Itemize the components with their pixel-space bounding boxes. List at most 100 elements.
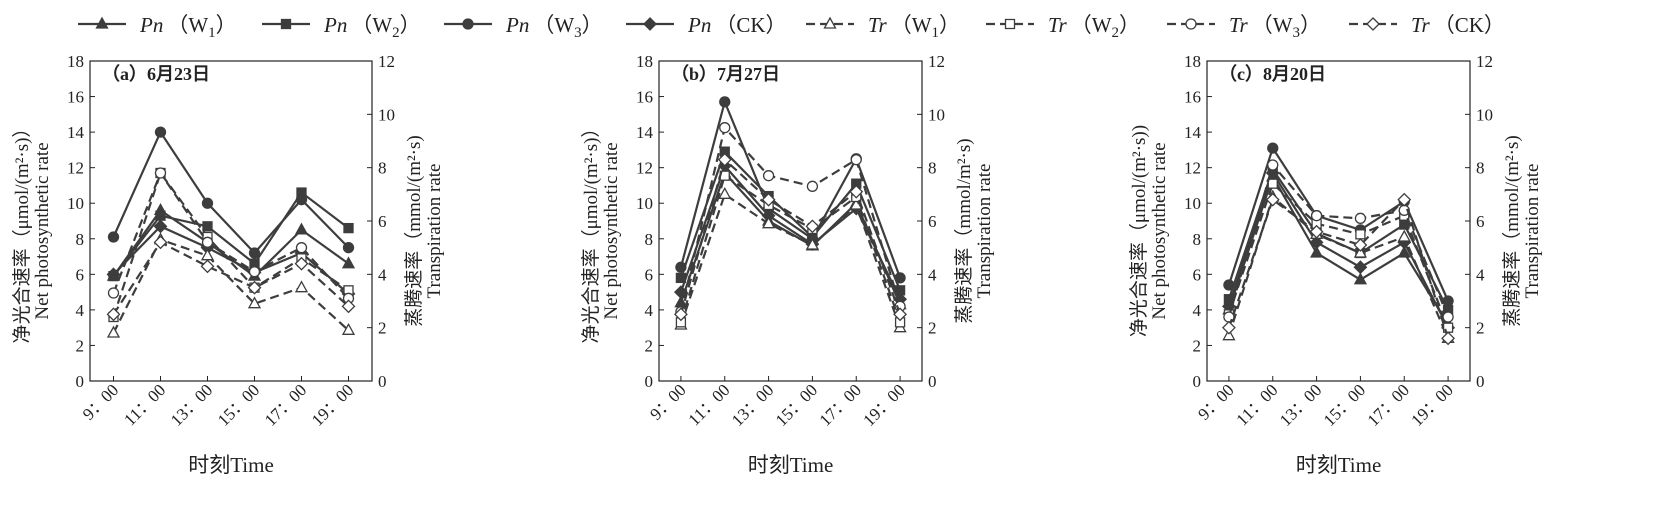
x-tick-label: 9：00 bbox=[79, 380, 122, 423]
data-point bbox=[200, 248, 215, 261]
y-tick-label: 8 bbox=[76, 230, 85, 249]
data-point bbox=[107, 231, 120, 243]
legend-var: Pn bbox=[687, 13, 711, 37]
x-tick-label: 17：00 bbox=[261, 380, 310, 429]
legend-item: Tr （W2） bbox=[986, 13, 1140, 41]
legend-label: Pn （CK） bbox=[687, 13, 787, 37]
data-point bbox=[107, 287, 120, 299]
data-point bbox=[341, 256, 356, 269]
data-point bbox=[201, 236, 214, 248]
legend: Pn （W1） Pn （W2） Pn （W3） Pn （CK） Tr （W1） Tr （W2） Tr （W… bbox=[78, 13, 1505, 41]
legend-paren-open: （ bbox=[167, 13, 188, 37]
data-point bbox=[106, 325, 121, 338]
data-point bbox=[1310, 210, 1323, 222]
series bbox=[675, 96, 906, 284]
legend-label: Tr （W1） bbox=[868, 13, 960, 41]
series bbox=[107, 126, 355, 259]
y2-axis-label-cn: 蒸腾速率（mmol/(m²·s) bbox=[1501, 135, 1523, 326]
legend-var: Tr bbox=[868, 13, 888, 37]
y-tick-label: 18 bbox=[636, 52, 653, 71]
legend-paren-open: （ bbox=[351, 13, 372, 37]
legend-paren-close: ） bbox=[216, 13, 237, 37]
legend-marker bbox=[280, 18, 292, 30]
series-line bbox=[679, 98, 902, 279]
series-line bbox=[112, 129, 350, 255]
legend-paren-close: ） bbox=[939, 13, 960, 37]
y2-tick-label: 8 bbox=[1476, 159, 1485, 178]
y2-tick-label: 12 bbox=[1476, 52, 1493, 71]
y2-axis-label-cn: 蒸腾速率（mmol/m²·s) bbox=[953, 138, 975, 323]
legend-group: W bbox=[1273, 13, 1293, 37]
data-point bbox=[1353, 238, 1368, 252]
data-point bbox=[1265, 192, 1280, 207]
data-point bbox=[805, 219, 820, 234]
y2-tick-label: 2 bbox=[378, 319, 387, 338]
legend-var: Tr bbox=[1229, 13, 1249, 37]
y-tick-label: 10 bbox=[636, 194, 653, 213]
legend-marker bbox=[643, 17, 657, 31]
data-point bbox=[294, 280, 309, 293]
data-point bbox=[1441, 331, 1456, 346]
data-point bbox=[761, 216, 776, 229]
data-point bbox=[201, 197, 214, 209]
data-point bbox=[247, 296, 262, 309]
x-tick-label: 11：00 bbox=[120, 380, 169, 429]
legend-item: Pn （CK） bbox=[626, 13, 787, 37]
data-point bbox=[342, 242, 355, 254]
y-tick-label: 12 bbox=[67, 159, 84, 178]
series-line bbox=[112, 170, 350, 318]
data-point bbox=[1397, 192, 1412, 207]
y-tick-label: 14 bbox=[1184, 123, 1202, 142]
data-point bbox=[248, 266, 261, 278]
x-tick-label: 13：00 bbox=[728, 380, 777, 429]
legend-group: W bbox=[1092, 13, 1112, 37]
y-tick-label: 4 bbox=[76, 301, 85, 320]
legend-item: Pn （W2） bbox=[262, 13, 421, 41]
x-tick-label: 19：00 bbox=[1407, 380, 1456, 429]
data-point bbox=[1442, 295, 1454, 307]
legend-marker bbox=[462, 18, 474, 30]
data-point bbox=[1355, 229, 1366, 240]
data-point bbox=[294, 256, 309, 271]
y-tick-label: 14 bbox=[636, 123, 654, 142]
y-tick-label: 6 bbox=[1193, 265, 1202, 284]
series-line bbox=[112, 238, 350, 334]
series bbox=[107, 167, 355, 304]
x-tick-label: 15：00 bbox=[772, 380, 821, 429]
series-line bbox=[112, 170, 350, 300]
x-tick-label: 13：00 bbox=[1276, 380, 1325, 429]
legend-subscript: 1 bbox=[932, 25, 940, 41]
legend-subscript: 1 bbox=[208, 25, 216, 41]
y-tick-label: 14 bbox=[67, 123, 85, 142]
data-point bbox=[154, 126, 167, 138]
x-axis-label: 时刻Time bbox=[188, 453, 274, 477]
plot-frame bbox=[658, 60, 923, 382]
legend-group: W bbox=[372, 13, 392, 37]
legend-paren-close: ） bbox=[766, 13, 787, 37]
legend-paren-close: ） bbox=[582, 13, 603, 37]
legend-paren-close: ） bbox=[1300, 13, 1321, 37]
data-point bbox=[106, 267, 121, 282]
data-point bbox=[295, 194, 308, 206]
data-point bbox=[1267, 178, 1278, 189]
y-tick-label: 4 bbox=[1193, 301, 1202, 320]
y-tick-label: 18 bbox=[1184, 52, 1201, 71]
x-axis-label: 时刻Time bbox=[1296, 453, 1382, 477]
data-point bbox=[893, 307, 908, 322]
plot-frame bbox=[89, 60, 373, 382]
y2-tick-label: 12 bbox=[928, 52, 945, 71]
legend-group: CK bbox=[1455, 13, 1484, 37]
x-tick-label: 15：00 bbox=[214, 380, 263, 429]
chart-panel: 0246810121416180246810129：0011：0013：0015… bbox=[1128, 52, 1543, 477]
legend-marker bbox=[1366, 17, 1380, 31]
y2-tick-label: 2 bbox=[1476, 319, 1485, 338]
data-point bbox=[1221, 320, 1236, 335]
data-point bbox=[341, 299, 356, 314]
data-point bbox=[200, 259, 215, 274]
data-point bbox=[202, 221, 213, 232]
legend-paren-close: ） bbox=[1484, 13, 1505, 37]
series-line bbox=[1227, 181, 1450, 329]
legend-var: Pn bbox=[323, 13, 347, 37]
legend-marker bbox=[823, 16, 837, 29]
y-tick-label: 12 bbox=[1184, 159, 1201, 178]
